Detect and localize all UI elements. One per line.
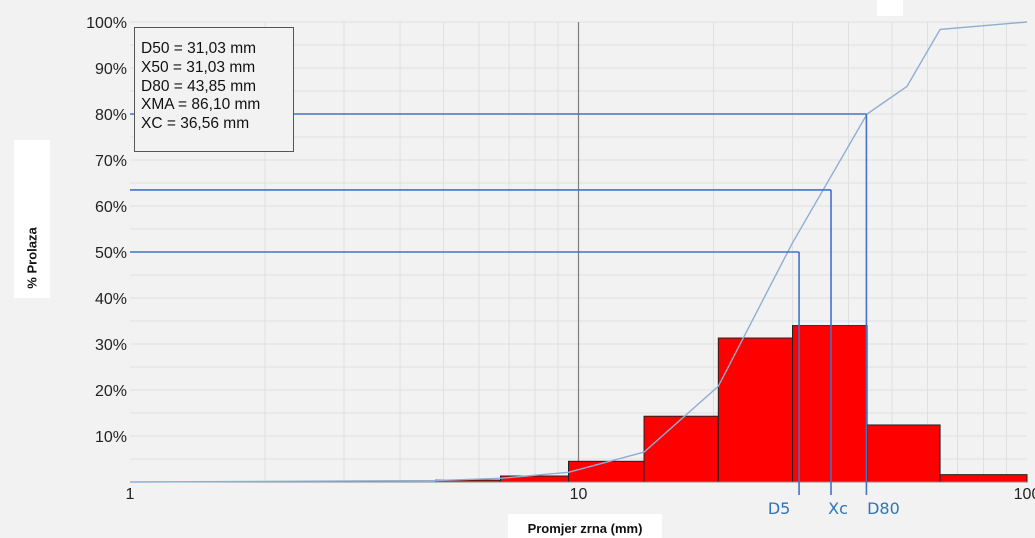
cumulative-curve <box>129 21 1028 483</box>
x-tick-label: 10 <box>570 486 588 503</box>
stat-x50: X50 = 31,03 mm <box>141 58 256 76</box>
y-tick-label: 50% <box>95 245 127 262</box>
y-tick-label: 40% <box>95 291 127 308</box>
x-axis-title: Promjer zrna (mm) <box>527 521 643 536</box>
stat-xc: XC = 36,56 mm <box>141 115 250 133</box>
y-tick-label: 90% <box>95 61 127 78</box>
y-tick-label: 100% <box>86 15 127 32</box>
x-axis-title-background <box>508 514 662 538</box>
y-tick-label: 60% <box>95 199 127 216</box>
stat-d80: D80 = 43,85 mm <box>141 77 257 95</box>
histogram-bar <box>568 460 645 483</box>
white-patch <box>877 0 903 16</box>
x-tick-label: 1 <box>126 486 135 503</box>
y-tick-label: 80% <box>95 107 127 124</box>
y-axis-title: % Prolaza <box>24 227 40 289</box>
stat-d50: D50 = 31,03 mm <box>141 40 257 57</box>
stat-xma: XMA = 86,10 mm <box>141 96 261 114</box>
y-axis-title-background <box>14 140 50 298</box>
reference-label-xc: Xc <box>828 499 848 518</box>
y-tick-label: 70% <box>95 153 127 170</box>
histogram-bar <box>791 325 868 483</box>
histogram-bar <box>643 415 719 483</box>
stats-box: D50 = 31,03 mm X50 = 31,03 mm D80 = 43,8… <box>134 27 294 152</box>
histogram-bar <box>866 424 941 483</box>
histogram-bar <box>717 337 793 483</box>
reference-label-d80: D80 <box>867 499 900 518</box>
y-tick-label: 20% <box>95 383 127 400</box>
histogram-bar <box>939 474 1028 483</box>
y-tick-label: 30% <box>95 337 127 354</box>
y-tick-label: 10% <box>95 429 127 446</box>
x-tick-label: 100 <box>1014 486 1035 503</box>
reference-label-d5: D5 <box>768 499 791 518</box>
